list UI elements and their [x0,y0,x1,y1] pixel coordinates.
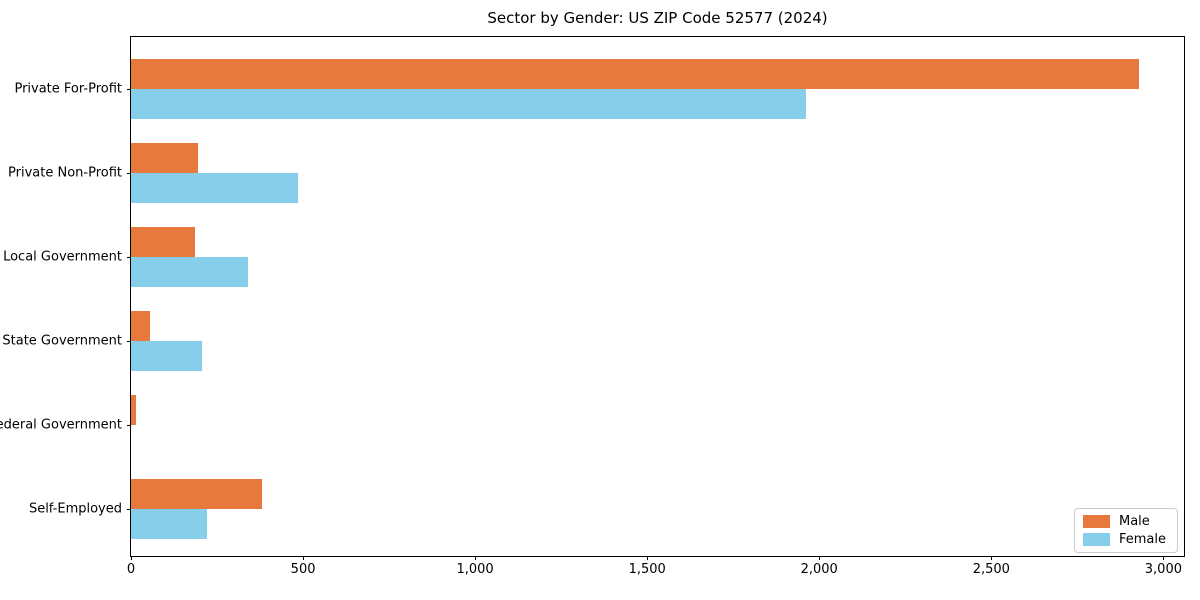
x-tick-label: 1,500 [628,562,666,577]
x-tick-mark [475,556,477,560]
bar-male-5 [131,395,137,425]
legend-label-male: Male [1118,514,1150,529]
x-tick-mark [819,556,821,560]
bar-female-1 [131,89,806,119]
plot-area: 0 500 1,000 1,500 2,000 2,500 3,000 Private Fo… [0,36,1185,577]
legend-label-female: Female [1118,532,1166,547]
x-tick-label: 3,000 [1144,562,1182,577]
legend-item-female: Female [1082,532,1166,547]
x-tick-label: 2,500 [972,562,1010,577]
y-tick-mark [127,257,131,258]
bar-female-6 [131,509,207,539]
y-tick-label: Private For-Profit [14,81,122,97]
x-tick-mark [647,556,649,560]
y-tick-mark [127,89,131,90]
x-tick-mark [303,556,305,560]
y-tick-label: Private Non-Profit [8,165,122,181]
bar-male-3 [131,227,195,257]
y-tick-label: State Government [2,333,122,349]
bar-male-2 [131,143,199,173]
x-tick-mark [131,556,132,560]
y-tick-mark [127,341,131,342]
bar-male-4 [131,311,150,341]
bar-female-3 [131,257,248,287]
x-tick-label: 1,000 [456,562,494,577]
y-tick-mark [127,509,131,510]
x-tick-label: 500 [290,562,316,577]
x-tick-label: 0 [126,562,136,577]
bar-male-6 [131,479,262,509]
female-color-swatch [1082,533,1110,546]
x-tick-label: 2,000 [800,562,838,577]
y-tick-label: Self-Employed [28,501,122,517]
x-tick-mark [1163,556,1165,560]
male-color-swatch [1082,515,1110,528]
x-tick-mark [991,556,993,560]
y-tick-mark [127,173,131,174]
y-tick-mark [127,425,131,426]
y-tick-label: Federal Government [0,417,122,433]
bar-female-4 [131,341,202,371]
legend: Male Female [1073,508,1178,553]
bar-female-2 [131,173,298,203]
legend-item-male: Male [1082,514,1166,529]
bar-male-1 [131,59,1140,89]
y-tick-label: Local Government [3,249,122,265]
chart-title: Sector by Gender: US ZIP Code 52577 (202… [487,9,828,27]
